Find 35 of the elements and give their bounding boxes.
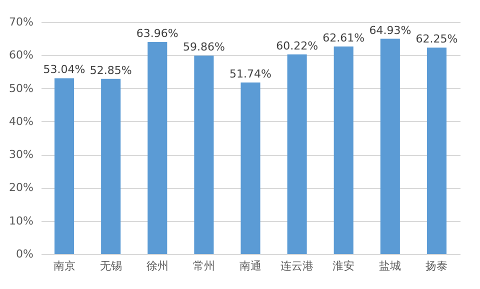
y-tick-label: 60% xyxy=(9,48,34,62)
data-label: 60.22% xyxy=(276,39,318,52)
y-tick-label: 50% xyxy=(9,82,34,95)
data-label: 63.96% xyxy=(136,27,178,40)
data-label: 52.85% xyxy=(90,64,132,77)
data-label: 62.61% xyxy=(322,31,365,44)
bar xyxy=(240,82,260,254)
y-tick-label: 10% xyxy=(9,214,34,228)
x-tick-label: 南京 xyxy=(53,260,76,272)
bar xyxy=(101,78,121,254)
data-label: 59.86% xyxy=(182,40,225,54)
bar xyxy=(426,48,446,254)
y-tick-label: 0% xyxy=(16,248,34,260)
x-tick-label: 徐州 xyxy=(146,260,168,272)
x-tick-label: 淮安 xyxy=(332,260,355,272)
data-label: 64.93% xyxy=(369,24,412,37)
x-tick-label: 盐城 xyxy=(379,260,402,272)
bar xyxy=(148,42,168,254)
y-tick-label: 70% xyxy=(9,16,34,28)
x-tick-label: 连云港 xyxy=(280,260,314,272)
x-tick-label: 无锡 xyxy=(100,260,122,272)
bar xyxy=(54,78,74,254)
bar xyxy=(287,54,307,254)
x-tick-label: 南通 xyxy=(240,260,262,272)
data-label: 53.04% xyxy=(43,63,86,76)
y-tick-label: 40% xyxy=(9,114,34,128)
y-tick-label: 20% xyxy=(9,181,34,194)
bar xyxy=(334,46,354,254)
x-tick-label: 扬泰 xyxy=(426,260,448,272)
x-tick-label: 常州 xyxy=(192,260,215,272)
bar xyxy=(380,38,400,254)
data-label: 51.74% xyxy=(230,68,272,81)
bar xyxy=(194,56,214,254)
y-tick-label: 30% xyxy=(9,148,34,162)
data-label: 62.25% xyxy=(416,32,458,46)
